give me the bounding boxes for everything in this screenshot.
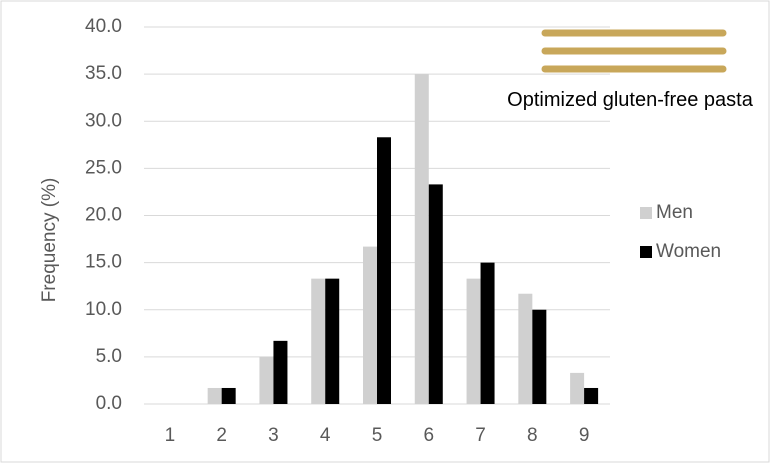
y-tick-label: 25.0: [85, 157, 122, 178]
x-tick-label: 1: [165, 425, 176, 446]
bar: [377, 137, 391, 404]
annotation: Optimized gluten-free pasta: [507, 89, 753, 111]
y-tick-label: 0.0: [96, 393, 122, 414]
y-tick-label: 35.0: [85, 63, 122, 84]
x-tick-label: 9: [579, 425, 590, 446]
bar: [414, 74, 429, 404]
bar: [466, 278, 481, 404]
bar: [480, 262, 495, 404]
x-tick-label: 3: [268, 425, 279, 446]
bar: [207, 387, 222, 404]
bar: [311, 278, 326, 404]
bar: [259, 356, 274, 404]
legend-swatch: [640, 207, 652, 219]
x-tick-label: 4: [320, 425, 331, 446]
y-axis-label: Frequency (%): [39, 178, 60, 303]
x-tick-label: 6: [423, 425, 434, 446]
y-tick-label: 15.0: [85, 252, 122, 273]
bar: [428, 184, 443, 404]
bar: [221, 387, 236, 404]
bar: [584, 387, 599, 404]
legend-swatch: [640, 246, 652, 258]
bar: [532, 309, 547, 404]
legend-label: Men: [656, 202, 693, 223]
y-tick-label: 10.0: [85, 299, 122, 320]
legend-label: Women: [656, 241, 721, 262]
x-tick-label: 2: [216, 425, 227, 446]
bar: [570, 372, 585, 404]
y-tick-label: 40.0: [85, 16, 122, 37]
y-tick-label: 30.0: [85, 110, 122, 131]
bar: [325, 278, 340, 404]
bar: [518, 293, 533, 404]
bar: [363, 246, 377, 404]
x-tick-label: 5: [372, 425, 383, 446]
x-tick-label: 8: [527, 425, 538, 446]
y-tick-label: 20.0: [85, 205, 122, 226]
y-tick-label: 5.0: [96, 346, 122, 367]
pasta-icon: [541, 29, 727, 73]
bar: [273, 340, 288, 404]
x-tick-label: 7: [475, 425, 486, 446]
